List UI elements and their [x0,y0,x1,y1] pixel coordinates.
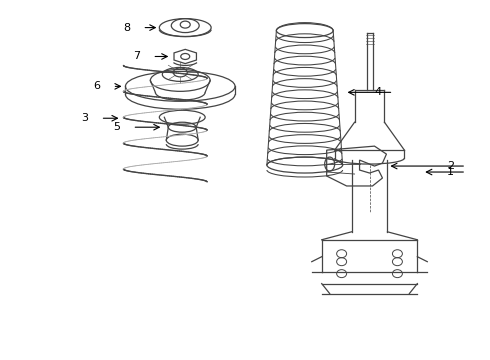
Text: 2: 2 [447,161,454,171]
Text: 4: 4 [374,87,382,97]
Text: 1: 1 [447,167,454,177]
Text: 6: 6 [94,81,100,91]
Text: 8: 8 [123,23,130,33]
Text: 3: 3 [82,113,89,123]
Text: 7: 7 [133,51,141,62]
Text: 5: 5 [114,122,121,132]
